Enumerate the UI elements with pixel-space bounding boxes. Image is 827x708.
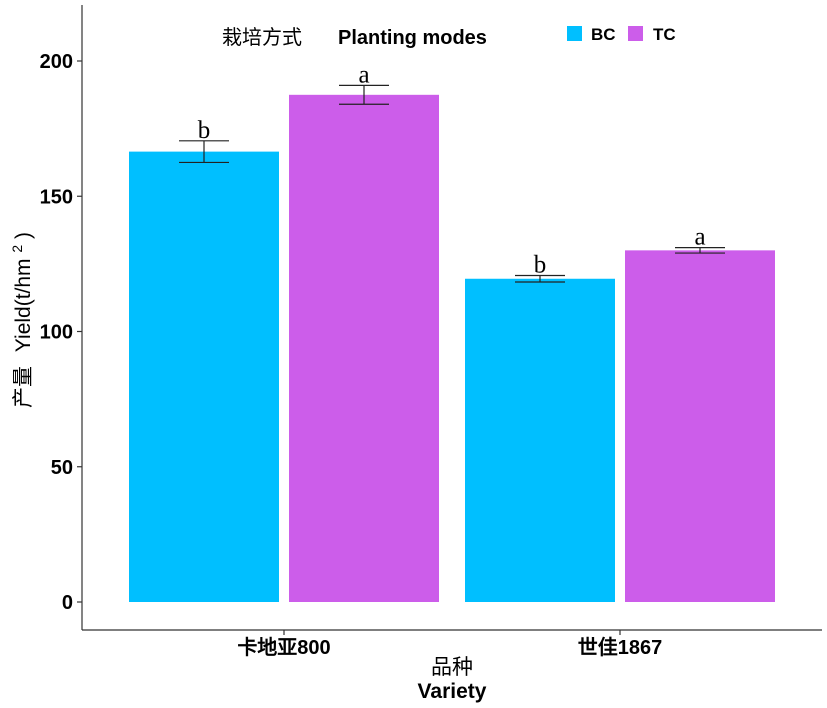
y-axis-title-en: Yield(t/hm [12,258,35,352]
significance-label: b [534,252,547,279]
legend-swatch-bc [567,26,582,41]
y-tick-label: 0 [62,592,73,614]
y-axis-title-sup: 2 [9,245,25,253]
y-tick-label: 100 [40,322,73,344]
x-axis-title-en: Variety [418,680,487,703]
significance-label: a [694,224,705,251]
y-tick-label: 200 [40,51,73,73]
bar-bc-1 [465,278,615,602]
y-axis-title-cn: 产量 [11,366,35,408]
x-tick-label: 世佳1867 [578,635,663,659]
y-tick-label: 150 [40,186,73,208]
y-axis-title: 产量 Yield(t/hm 2 ) [4,232,35,408]
significance-label: a [358,61,369,88]
legend-title-cn: 栽培方式 [222,25,302,49]
y-tick-label: 50 [51,457,73,479]
y-ticks: 0 50 100 150 200 [40,51,82,614]
bar-tc-1 [625,250,775,602]
svg-text:产量 Yield(t/hm 2: 产量 Yield(t/hm 2 ) [4,232,35,408]
legend: 栽培方式 Planting modes BC TC [222,25,676,49]
legend-label-tc: TC [653,25,676,44]
bars: b a b a [129,61,775,602]
x-tick-label: 卡地亚800 [237,636,330,659]
bar-tc-0 [289,94,439,602]
significance-label: b [198,117,211,144]
x-ticks: 卡地亚800 世佳1867 [237,630,662,659]
legend-swatch-tc [628,26,643,41]
y-axis-title-close: ) [12,232,35,239]
x-axis-title-cn: 品种 [431,655,473,679]
bar-bc-0 [129,151,279,602]
legend-title-en: Planting modes [338,27,487,49]
legend-label-bc: BC [591,25,616,44]
